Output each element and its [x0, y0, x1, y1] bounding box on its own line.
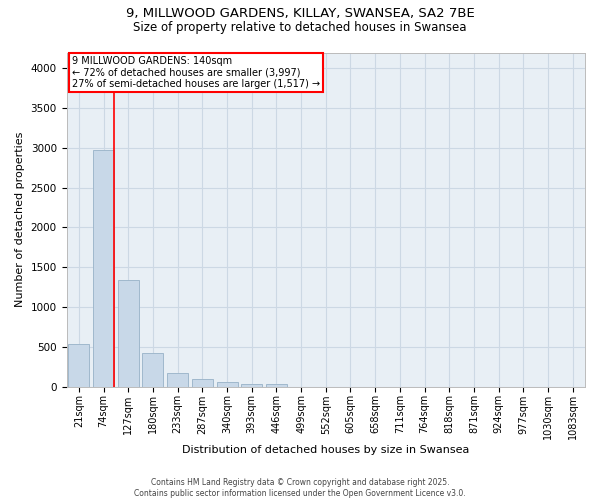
Bar	[118, 280, 139, 386]
Text: 9, MILLWOOD GARDENS, KILLAY, SWANSEA, SA2 7BE: 9, MILLWOOD GARDENS, KILLAY, SWANSEA, SA…	[125, 8, 475, 20]
Bar	[217, 382, 238, 386]
Bar	[142, 353, 163, 386]
Y-axis label: Number of detached properties: Number of detached properties	[15, 132, 25, 307]
Text: Size of property relative to detached houses in Swansea: Size of property relative to detached ho…	[133, 21, 467, 34]
Bar	[167, 372, 188, 386]
X-axis label: Distribution of detached houses by size in Swansea: Distribution of detached houses by size …	[182, 445, 469, 455]
Bar	[192, 378, 213, 386]
Bar	[266, 384, 287, 386]
Text: Contains HM Land Registry data © Crown copyright and database right 2025.
Contai: Contains HM Land Registry data © Crown c…	[134, 478, 466, 498]
Text: 9 MILLWOOD GARDENS: 140sqm
← 72% of detached houses are smaller (3,997)
27% of s: 9 MILLWOOD GARDENS: 140sqm ← 72% of deta…	[72, 56, 320, 89]
Bar	[241, 384, 262, 386]
Bar	[93, 150, 114, 386]
Bar	[68, 344, 89, 387]
